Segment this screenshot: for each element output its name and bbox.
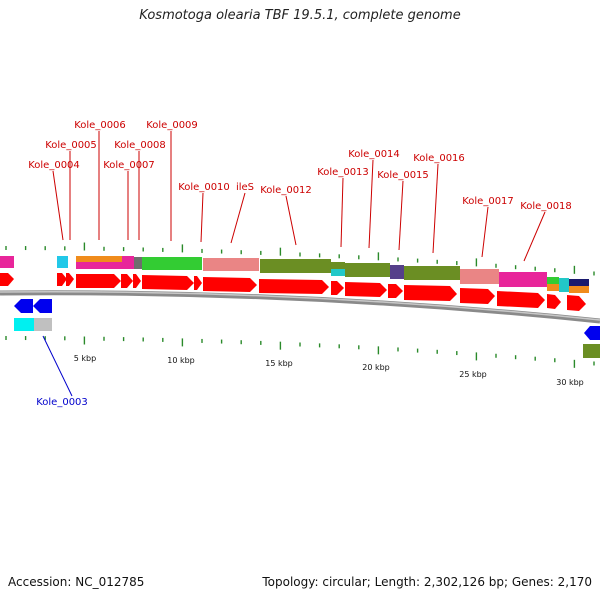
forward-gene-arrow <box>57 273 67 286</box>
feature-block <box>499 272 547 287</box>
leader-line <box>432 163 439 254</box>
leader-line <box>340 177 344 248</box>
gene-label: Kole_0009 <box>146 120 198 131</box>
gene-label: Kole_0008 <box>114 140 166 151</box>
feature-block <box>203 258 259 271</box>
genome-backbone <box>0 290 600 324</box>
feature-block <box>390 265 404 279</box>
map-title: Kosmotoga olearia TBF 19.5.1, complete g… <box>139 8 461 23</box>
gene-label: Kole_0015 <box>377 170 429 181</box>
forward-gene-arrow <box>345 282 387 297</box>
feature-block <box>345 263 390 277</box>
genome-backbone-highlight <box>0 290 600 321</box>
scale-label: 15 kbp <box>265 359 293 368</box>
forward-gene-arrow <box>497 291 545 308</box>
forward-gene-arrow <box>259 279 329 294</box>
forward-gene-arrow <box>460 288 495 304</box>
forward-gene-arrow <box>0 273 14 286</box>
scale-label: 10 kbp <box>167 356 195 365</box>
feature-block <box>559 278 569 292</box>
leader-line <box>398 180 404 251</box>
reverse-genes <box>14 299 600 358</box>
feature-block <box>331 262 345 269</box>
feature-block <box>460 269 499 284</box>
feature-band <box>0 256 589 293</box>
feature-block <box>134 257 142 269</box>
accession-label: Accession: NC_012785 <box>8 575 145 589</box>
reverse-gene-arrow <box>33 299 52 313</box>
feature-block <box>0 256 14 268</box>
forward-gene-arrow <box>121 274 133 288</box>
gene-label: Kole_0005 <box>45 140 97 151</box>
forward-gene-arrow <box>547 294 561 309</box>
scale-label: 20 kbp <box>362 363 390 372</box>
feature-block <box>76 262 134 269</box>
gene-label: Kole_0017 <box>462 196 514 207</box>
gene-label-reverse: Kole_0003 <box>36 397 88 408</box>
forward-gene-arrow <box>404 285 457 301</box>
leader-line <box>52 170 64 241</box>
scale-labels: 5 kbp 10 kbp 15 kbp 20 kbp 25 kbp 30 kbp <box>74 354 584 387</box>
forward-gene-arrow <box>567 295 586 311</box>
gene-label: Kole_0016 <box>413 153 465 164</box>
leader-line <box>285 195 297 246</box>
genome-summary: Topology: circular; Length: 2,302,126 bp… <box>262 575 592 589</box>
leader-line <box>230 192 246 244</box>
feature-block <box>76 256 122 262</box>
forward-gene-arrow <box>66 273 74 286</box>
leader-line <box>523 211 546 262</box>
gene-label: Kole_0010 <box>178 182 230 193</box>
forward-gene-arrow <box>194 276 202 290</box>
reverse-gene-arrow <box>14 299 33 313</box>
forward-genes <box>0 273 586 311</box>
forward-gene-arrow <box>203 277 257 292</box>
gene-label: Kole_0014 <box>348 149 400 160</box>
reverse-feature-block <box>34 318 52 331</box>
leader-line <box>481 206 489 258</box>
feature-block <box>142 257 202 270</box>
forward-gene-arrow <box>388 284 403 298</box>
leader-line-reverse <box>42 335 73 397</box>
tick-marks <box>5 242 595 368</box>
feature-block <box>569 279 589 286</box>
gene-label: Kole_0013 <box>317 167 369 178</box>
feature-block <box>122 256 134 263</box>
forward-gene-arrow <box>76 274 121 288</box>
scale-label: 5 kbp <box>74 354 96 363</box>
gene-label: ileS <box>236 182 254 193</box>
label-leaders <box>52 131 546 262</box>
feature-block <box>547 277 559 284</box>
gene-label: Kole_0018 <box>520 201 572 212</box>
feature-block <box>547 284 559 291</box>
feature-block <box>404 266 460 280</box>
feature-block <box>57 256 68 268</box>
gene-label: Kole_0004 <box>28 160 80 171</box>
scale-label: 30 kbp <box>556 378 584 387</box>
leader-line <box>368 159 374 249</box>
forward-gene-arrow <box>142 275 194 290</box>
forward-gene-arrow <box>133 274 141 288</box>
leader-line <box>200 192 204 243</box>
reverse-feature-block <box>14 318 34 331</box>
gene-label: Kole_0012 <box>260 185 312 196</box>
feature-block <box>569 286 589 293</box>
gene-label: Kole_0007 <box>103 160 155 171</box>
feature-block <box>331 269 345 276</box>
reverse-gene-arrow <box>584 326 600 340</box>
reverse-feature-block <box>583 344 600 358</box>
feature-block <box>260 259 331 273</box>
forward-gene-labels: Kole_0006 Kole_0009 Kole_0005 Kole_0008 … <box>28 120 572 212</box>
gene-label: Kole_0006 <box>74 120 126 131</box>
forward-gene-arrow <box>331 281 344 295</box>
scale-label: 25 kbp <box>459 370 487 379</box>
